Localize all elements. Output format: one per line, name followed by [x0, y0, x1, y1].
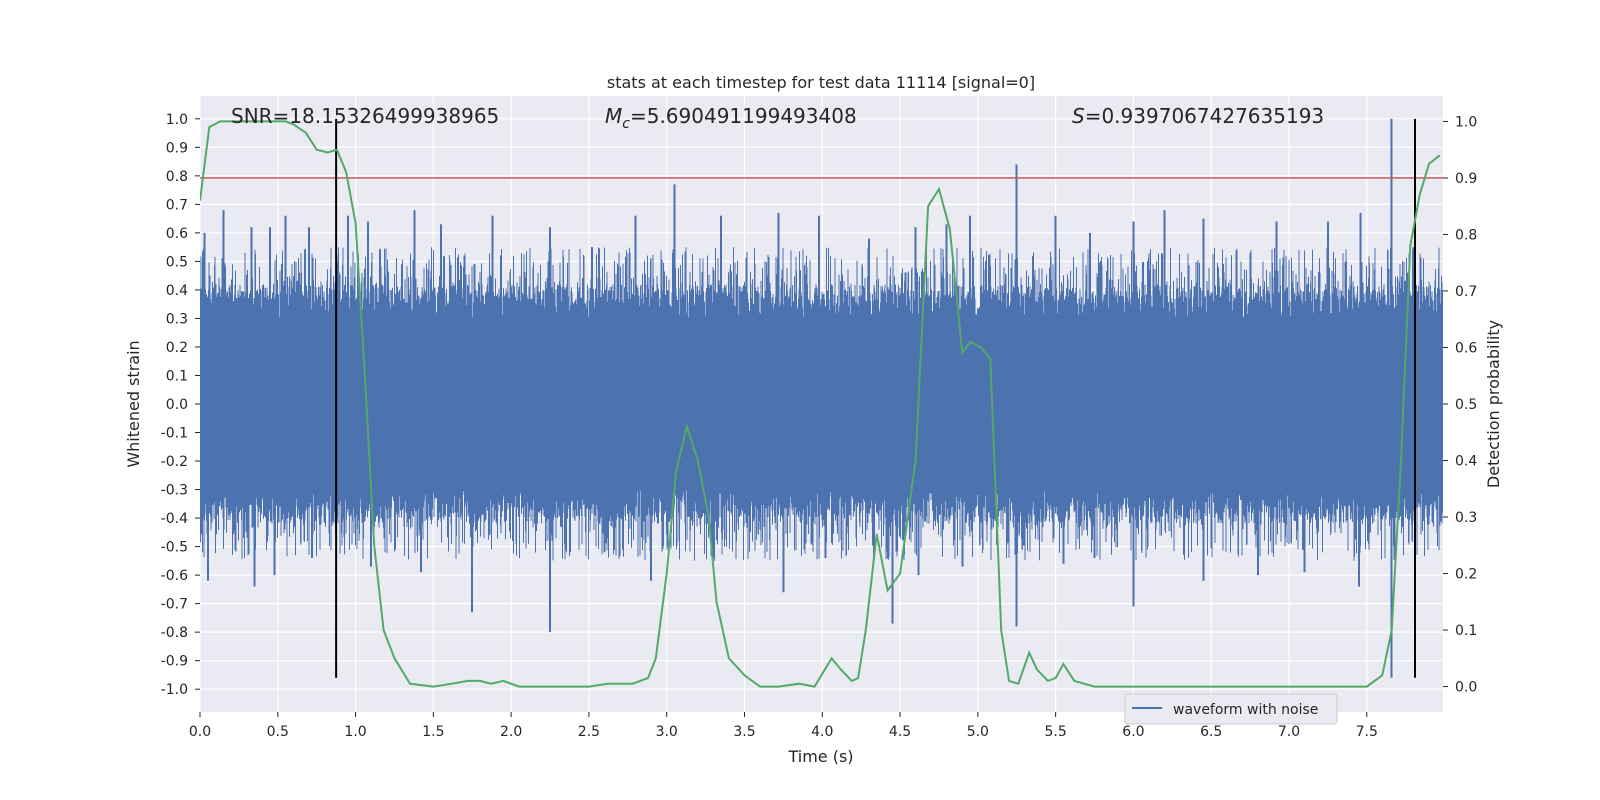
- x-tick-label: 6.0: [1122, 724, 1144, 740]
- x-tick-label: 7.5: [1356, 724, 1378, 740]
- y-tick-label: 0.9: [166, 140, 188, 156]
- y-tick-label: -0.4: [161, 511, 188, 527]
- y2-tick-label: 0.9: [1455, 171, 1477, 187]
- waveform-series: [200, 118, 1443, 678]
- s-symbol: S: [1072, 104, 1085, 128]
- y-tick-label: 1.0: [166, 112, 188, 128]
- snr-annotation: SNR=18.15326499938965: [231, 104, 499, 128]
- x-tick-label: 3.0: [656, 724, 678, 740]
- y-tick-label: 0.5: [166, 254, 188, 270]
- x-ticks: 0.0 0.5 1.0 1.5 2.0 2.5 3.0 3.5 4.0 4.5 5.0 5.5 6.0 6…: [189, 712, 1378, 740]
- s-annotation: S=0.9397067427635193: [1072, 104, 1324, 128]
- y-tick-label: -0.9: [161, 654, 188, 670]
- y-tick-label: -0.5: [161, 540, 188, 556]
- y-tick-label: 0.8: [166, 169, 188, 185]
- legend-box: [1124, 693, 1338, 725]
- y-tick-label: -0.6: [161, 568, 188, 584]
- x-tick-label: 5.0: [967, 724, 989, 740]
- y2-tick-label: 0.1: [1455, 623, 1477, 639]
- x-axis-label: Time (s): [787, 747, 853, 766]
- x-tick-label: 0.0: [189, 724, 211, 740]
- y-tick-label: -0.7: [161, 597, 188, 613]
- legend-entry: waveform with noise: [1173, 702, 1318, 718]
- y-tick-label: 0.1: [166, 368, 188, 384]
- y2-tick-label: 0.3: [1455, 510, 1477, 526]
- chirp-mass-annotation: Mc=5.690491199493408: [605, 104, 857, 132]
- x-tick-label: 7.0: [1278, 724, 1300, 740]
- y-tick-label: 0.6: [166, 226, 188, 242]
- x-tick-label: 6.5: [1200, 724, 1222, 740]
- y-tick-label: 0.3: [166, 311, 188, 327]
- y-tick-label: 0.2: [166, 340, 188, 356]
- s-value: =0.9397067427635193: [1085, 104, 1324, 128]
- x-tick-label: 2.0: [500, 724, 522, 740]
- vertical-lines: [335, 118, 1416, 678]
- y-tick-label: -1.0: [161, 682, 188, 698]
- x-tick-label: 1.5: [422, 724, 444, 740]
- x-tick-label: 4.5: [889, 724, 911, 740]
- y-tick-label: -0.3: [161, 483, 188, 499]
- waveform-core: [200, 341, 1443, 467]
- y2-tick-label: 0.6: [1455, 340, 1477, 356]
- x-tick-label: 3.5: [733, 724, 755, 740]
- y2-ticks: 0.0 0.1 0.2 0.3 0.4 0.5 0.6 0.7 0.8 0.9 1.0: [1443, 114, 1477, 696]
- y-axis-label: Whitened strain: [124, 340, 143, 467]
- x-tick-label: 5.5: [1044, 724, 1066, 740]
- y2-tick-label: 0.0: [1455, 680, 1477, 696]
- mc-value: =5.690491199493408: [630, 104, 857, 128]
- mc-subscript: c: [622, 116, 630, 132]
- y2-tick-label: 0.2: [1455, 567, 1477, 583]
- y2-tick-label: 1.0: [1455, 114, 1477, 130]
- legend: waveform with noise: [1124, 693, 1338, 725]
- y-tick-label: 0.7: [166, 197, 188, 213]
- probability-series: [200, 120, 1441, 688]
- y2-tick-label: 0.7: [1455, 284, 1477, 300]
- y2-tick-label: 0.5: [1455, 397, 1477, 413]
- y2-axis-label: Detection probability: [1484, 320, 1503, 488]
- y-tick-label: -0.1: [161, 426, 188, 442]
- x-tick-label: 1.0: [344, 724, 366, 740]
- y2-tick-label: 0.4: [1455, 454, 1477, 470]
- y-tick-label: 0.0: [166, 397, 188, 413]
- x-tick-label: 2.5: [578, 724, 600, 740]
- y-tick-label: 0.4: [166, 283, 188, 299]
- chart-title: stats at each timestep for test data 111…: [607, 73, 1035, 92]
- y-ticks: -1.0 -0.9 -0.8 -0.7 -0.6 -0.5 -0.4 -0.3 -0.2 -0.1…: [161, 112, 200, 698]
- y-tick-label: -0.2: [161, 454, 188, 470]
- y2-tick-label: 0.8: [1455, 227, 1477, 243]
- x-tick-label: 4.0: [811, 724, 833, 740]
- x-tick-label: 0.5: [267, 724, 289, 740]
- y-tick-label: -0.8: [161, 625, 188, 641]
- mc-symbol: M: [605, 104, 622, 128]
